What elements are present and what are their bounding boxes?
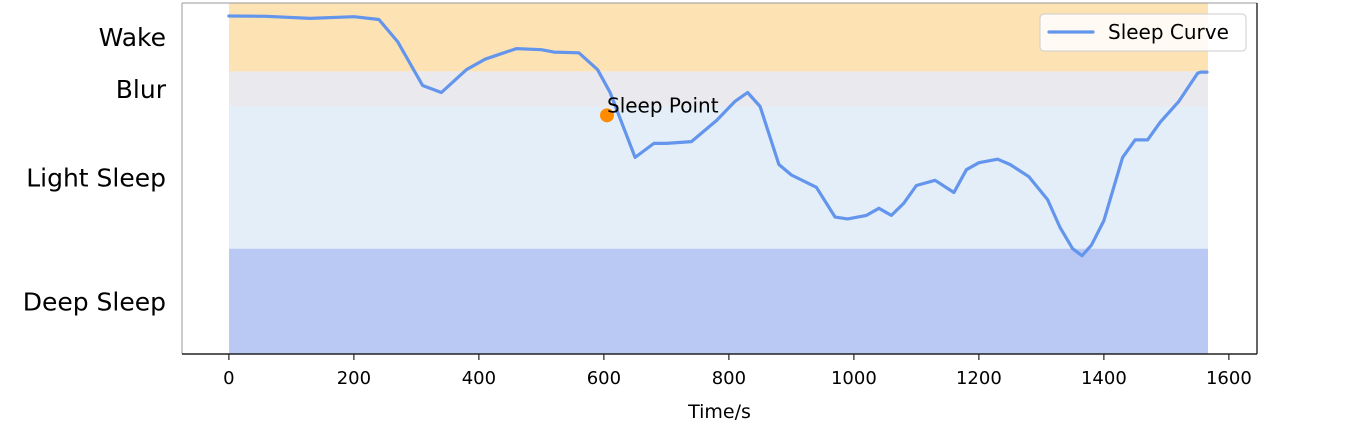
- x-tick-label: 800: [712, 368, 746, 389]
- sleep-point-label: Sleep Point: [607, 93, 719, 117]
- x-tick-label: 1200: [956, 368, 1002, 389]
- sleep-point-marker: [600, 108, 614, 123]
- x-tick-label: 1000: [831, 368, 877, 389]
- sleep-stage-bands: [229, 3, 1208, 354]
- band-light-sleep: [229, 106, 1208, 249]
- x-tick-label: 400: [462, 368, 496, 389]
- band-label-wake: Wake: [99, 23, 166, 52]
- x-tick-label: 1600: [1206, 368, 1252, 389]
- x-tick-label: 600: [587, 368, 621, 389]
- band-label-blur: Blur: [116, 75, 167, 104]
- band-label-light-sleep: Light Sleep: [26, 164, 166, 193]
- band-deep-sleep: [229, 248, 1208, 354]
- x-axis-label: Time/s: [687, 401, 751, 423]
- legend-box: [1039, 13, 1247, 52]
- x-tick-label: 0: [223, 368, 234, 389]
- band-labels: Wake Blur Light Sleep Deep Sleep: [23, 23, 167, 316]
- x-tick-label: 200: [337, 368, 371, 389]
- sleep-curve-line: [227, 14, 1209, 258]
- band-label-deep-sleep: Deep Sleep: [23, 287, 166, 316]
- sleep-point-annotation: Sleep Point: [600, 93, 719, 123]
- x-axis-ticks: 0 200 400 600 800 1000 1200 1400 1600: [223, 354, 1252, 389]
- plot-axes: [181, 2, 1258, 355]
- band-blur: [229, 71, 1208, 107]
- legend: Sleep Curve: [1039, 13, 1247, 52]
- legend-label-sleep-curve: Sleep Curve: [1108, 20, 1229, 44]
- x-tick-label: 1400: [1081, 368, 1127, 389]
